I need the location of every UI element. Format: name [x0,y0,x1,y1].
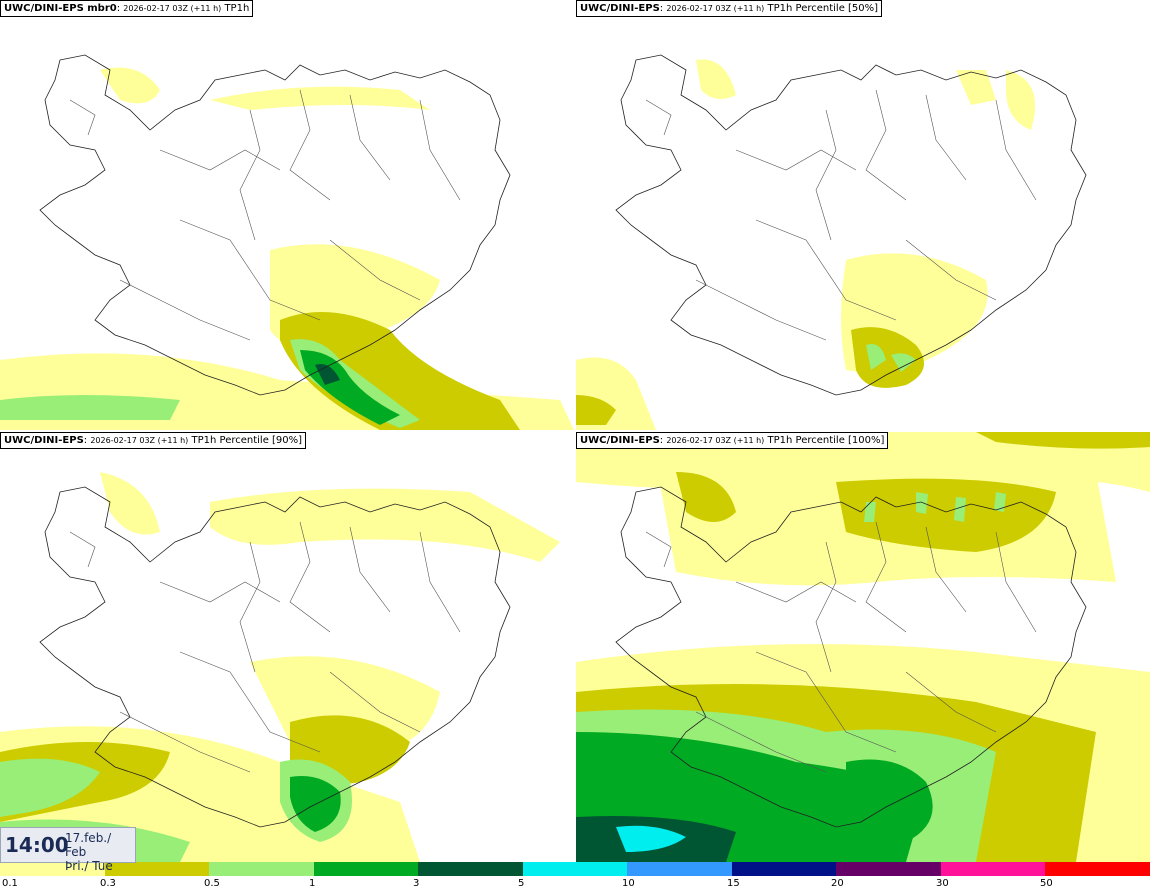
legend-tick-label: 20 [831,878,844,889]
legend-tick-label: 3 [413,878,420,889]
legend-swatch [731,862,837,876]
legend-swatch [313,862,419,876]
map-panel-p90: UWC/DINI-EPS: 2026-02-17 03Z (+11 h) TP1… [0,432,574,862]
legend-swatch [522,862,628,876]
legend-tick-label: 15 [727,878,740,889]
legend-tick-label: 10 [622,878,635,889]
legend-swatch [209,862,314,876]
legend-swatch [627,862,732,876]
legend-tick-label: 50 [1040,878,1053,889]
legend-swatch [104,862,210,876]
legend-tick-label: 0.1 [2,878,18,889]
legend-ticks: 0.1 0.3 0.5 1 3 5 10 15 20 30 50 [0,876,1150,891]
legend-swatch [836,862,941,876]
panel-title: UWC/DINI-EPS: 2026-02-17 03Z (+11 h) TP1… [576,0,883,17]
panel-title: UWC/DINI-EPS mbr0: 2026-02-17 03Z (+11 h… [0,0,254,17]
legend-tick-label: 0.5 [204,878,220,889]
valid-time: 14:00 [5,833,69,857]
valid-date: 17.feb./ Feb Þri./ Tue [65,831,113,873]
panel-title: UWC/DINI-EPS: 2026-02-17 03Z (+11 h) TP1… [576,432,889,449]
legend-tick-label: 0.3 [100,878,116,889]
precipitation-map [576,54,1087,430]
map-panel-p50: UWC/DINI-EPS: 2026-02-17 03Z (+11 h) TP1… [576,0,1150,430]
panel-divider [0,430,1150,432]
precipitation-map [0,54,574,430]
map-panel-p100: UWC/DINI-EPS: 2026-02-17 03Z (+11 h) TP1… [576,432,1150,862]
legend-swatch [940,862,1046,876]
legend-swatch [1045,862,1150,876]
valid-time-box: 14:00 17.feb./ Feb Þri./ Tue [0,827,136,873]
legend-swatch [418,862,523,876]
precipitation-map [0,472,560,862]
legend-swatch [0,862,105,876]
legend-tick-label: 30 [936,878,949,889]
legend-colorbar [0,862,1150,876]
legend-tick-label: 1 [309,878,316,889]
precipitation-map [576,432,1150,862]
map-panel-member0: UWC/DINI-EPS mbr0: 2026-02-17 03Z (+11 h… [0,0,574,430]
panel-title: UWC/DINI-EPS: 2026-02-17 03Z (+11 h) TP1… [0,432,307,449]
legend-tick-label: 5 [518,878,525,889]
